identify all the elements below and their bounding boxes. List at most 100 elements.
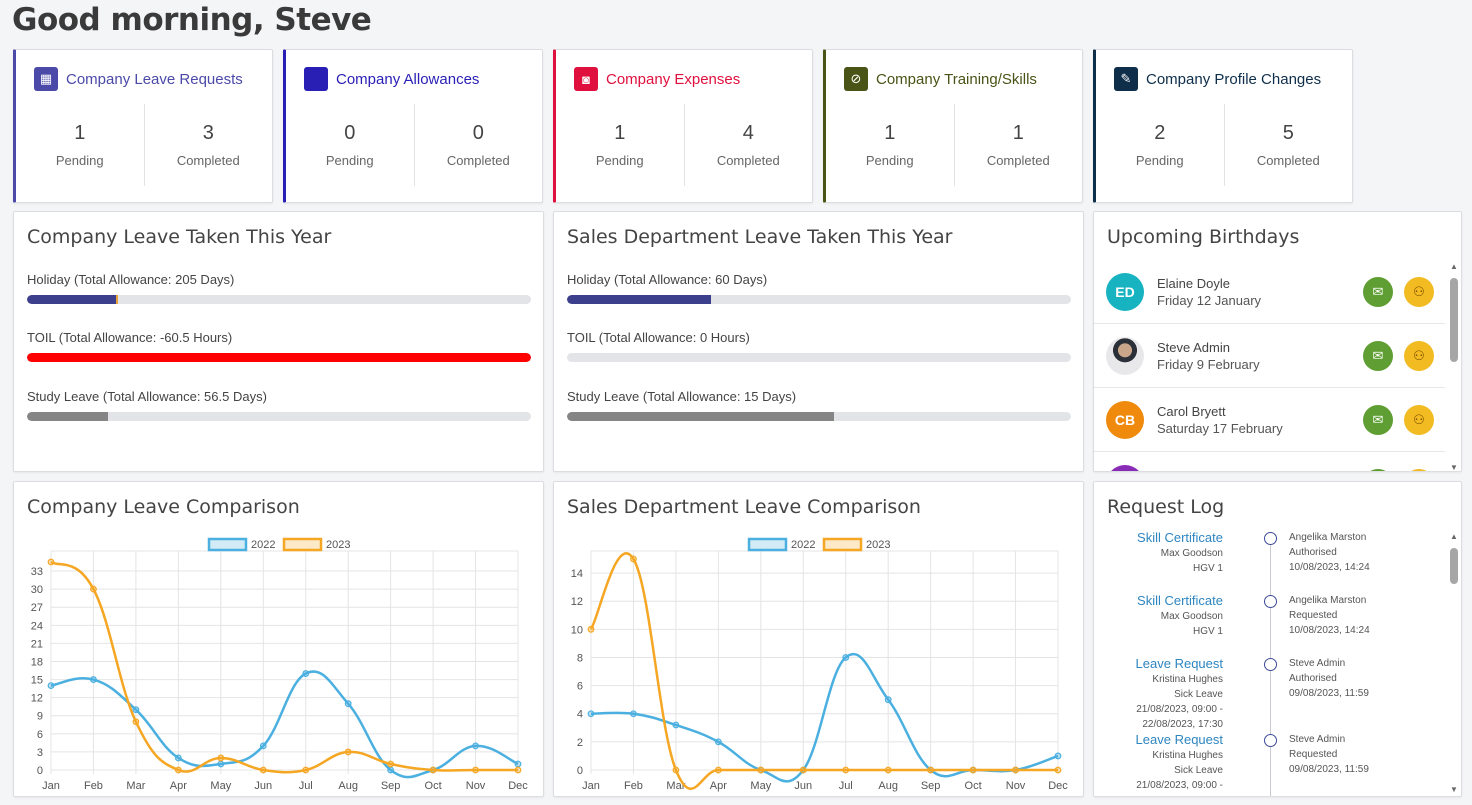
pending-count[interactable]: 1 Pending — [826, 104, 954, 186]
y-tick-label: 12 — [31, 693, 43, 705]
legend-swatch[interactable] — [747, 537, 788, 552]
scroll-up-icon[interactable]: ▲ — [1450, 532, 1458, 541]
data-point-2023[interactable] — [429, 766, 437, 774]
data-point-2023[interactable] — [672, 766, 680, 774]
data-point-2023[interactable] — [90, 585, 97, 593]
completed-count[interactable]: 4 Completed — [683, 104, 813, 186]
scroll-down-icon[interactable]: ▼ — [1450, 785, 1458, 794]
data-point-2023[interactable] — [1012, 766, 1019, 774]
legend-label[interactable]: 2022 — [791, 539, 815, 551]
data-point-2023[interactable] — [302, 766, 310, 774]
pending-count[interactable]: 1 Pending — [16, 104, 144, 186]
birthday-scrollbar[interactable]: ▲ ▼ — [1449, 262, 1459, 472]
log-request-link[interactable]: Skill Certificate — [1137, 530, 1223, 545]
legend-swatch[interactable] — [207, 537, 248, 552]
data-point-2022[interactable] — [174, 754, 182, 762]
legend-swatch[interactable] — [282, 537, 323, 552]
data-point-2022[interactable] — [472, 742, 479, 750]
data-point-2023[interactable] — [884, 766, 892, 774]
data-point-2022[interactable] — [1054, 752, 1062, 760]
data-point-2023[interactable] — [174, 766, 182, 774]
mail-icon[interactable] — [1363, 469, 1393, 471]
data-point-2022[interactable] — [259, 742, 267, 750]
company-leave-panel: Company Leave Taken This Year Holiday (T… — [13, 211, 544, 472]
legend-label[interactable]: 2023 — [326, 539, 350, 551]
group-icon[interactable]: ⚇ — [1404, 405, 1434, 435]
data-point-2023[interactable] — [587, 625, 595, 633]
pending-label: Pending — [865, 153, 914, 168]
data-point-2022[interactable] — [514, 760, 522, 768]
data-point-2023[interactable] — [217, 754, 225, 762]
mail-icon[interactable]: ✉ — [1363, 405, 1393, 435]
data-point-2023[interactable] — [927, 766, 935, 774]
data-point-2022[interactable] — [387, 766, 395, 774]
data-point-2023[interactable] — [799, 766, 807, 774]
data-point-2023[interactable] — [842, 766, 850, 774]
group-icon[interactable]: ⚇ — [1404, 341, 1434, 371]
data-point-2023[interactable] — [344, 748, 352, 756]
legend-label[interactable]: 2022 — [251, 539, 275, 551]
stat-card-company-leave-requests[interactable]: ▦ Company Leave Requests 1 Pending 3 Com… — [13, 49, 273, 203]
data-point-2023[interactable] — [757, 766, 765, 774]
scroll-thumb[interactable] — [1450, 548, 1458, 584]
completed-value: 0 — [472, 122, 484, 144]
scroll-down-icon[interactable]: ▼ — [1450, 463, 1458, 472]
pending-count[interactable]: 1 Pending — [556, 104, 684, 186]
data-point-2023[interactable] — [387, 760, 395, 768]
legend-label[interactable]: 2023 — [866, 539, 890, 551]
leave-progress-bar — [27, 295, 531, 304]
birthday-row: CB Carol Bryett Saturday 17 February ✉ ⚇ — [1094, 388, 1445, 452]
panel-title: Upcoming Birthdays — [1107, 226, 1300, 248]
log-request-link[interactable]: Leave Request — [1135, 656, 1223, 671]
mail-icon[interactable]: ✉ — [1363, 341, 1393, 371]
log-detail: HGV 1 — [1192, 626, 1223, 637]
stat-card-company-profile-changes[interactable]: ✎ Company Profile Changes 2 Pending 5 Co… — [1093, 49, 1353, 203]
stat-card-company-training-skills[interactable]: ⊘ Company Training/Skills 1 Pending 1 Co… — [823, 49, 1083, 203]
pending-count[interactable]: 0 Pending — [286, 104, 414, 186]
pending-count[interactable]: 2 Pending — [1096, 104, 1224, 186]
x-tick-label: Dec — [508, 780, 528, 792]
x-tick-label: Sep — [921, 780, 941, 792]
completed-count[interactable]: 1 Completed — [953, 104, 1083, 186]
scroll-up-icon[interactable]: ▲ — [1450, 262, 1458, 271]
data-point-2022[interactable] — [344, 700, 352, 708]
group-icon[interactable]: ⚇ — [1404, 277, 1434, 307]
mail-icon[interactable]: ✉ — [1363, 277, 1393, 307]
completed-count[interactable]: 0 Completed — [413, 104, 543, 186]
log-request-link[interactable]: Skill Certificate — [1137, 593, 1223, 608]
completed-count[interactable]: 5 Completed — [1223, 104, 1353, 186]
data-point-2023[interactable] — [132, 718, 140, 726]
data-point-2022[interactable] — [842, 654, 850, 661]
log-scrollbar[interactable]: ▲ ▼ — [1449, 532, 1459, 796]
x-tick-label: Dec — [1048, 780, 1068, 792]
data-point-2022[interactable] — [217, 760, 225, 768]
data-point-2022[interactable] — [630, 710, 637, 718]
data-point-2022[interactable] — [132, 706, 140, 714]
log-detail: HGV 1 — [1192, 563, 1223, 574]
data-point-2022[interactable] — [302, 670, 310, 677]
group-icon[interactable] — [1404, 469, 1434, 471]
data-point-2023[interactable] — [514, 766, 522, 774]
data-point-2022[interactable] — [47, 682, 55, 690]
data-point-2023[interactable] — [1054, 766, 1062, 774]
data-point-2023[interactable] — [969, 766, 977, 774]
log-actor: Steve Admin — [1289, 658, 1346, 669]
log-request-link[interactable]: Leave Request — [1135, 732, 1223, 747]
data-point-2023[interactable] — [47, 558, 55, 566]
completed-count[interactable]: 3 Completed — [143, 104, 273, 186]
data-point-2022[interactable] — [884, 696, 892, 704]
stat-card-company-allowances[interactable]: Company Allowances 0 Pending 0 Completed — [283, 49, 543, 203]
data-point-2022[interactable] — [714, 738, 722, 746]
data-point-2022[interactable] — [587, 710, 595, 718]
data-point-2023[interactable] — [259, 766, 267, 774]
data-point-2023[interactable] — [630, 555, 637, 563]
data-point-2022[interactable] — [90, 676, 97, 683]
data-point-2022[interactable] — [672, 721, 680, 729]
data-point-2023[interactable] — [472, 766, 479, 774]
completed-value: 5 — [1282, 122, 1294, 144]
stat-card-title: Company Profile Changes — [1146, 70, 1322, 88]
stat-card-company-expenses[interactable]: ◙ Company Expenses 1 Pending 4 Completed — [553, 49, 813, 203]
scroll-thumb[interactable] — [1450, 278, 1458, 362]
data-point-2023[interactable] — [714, 766, 722, 774]
legend-swatch[interactable] — [822, 537, 863, 552]
